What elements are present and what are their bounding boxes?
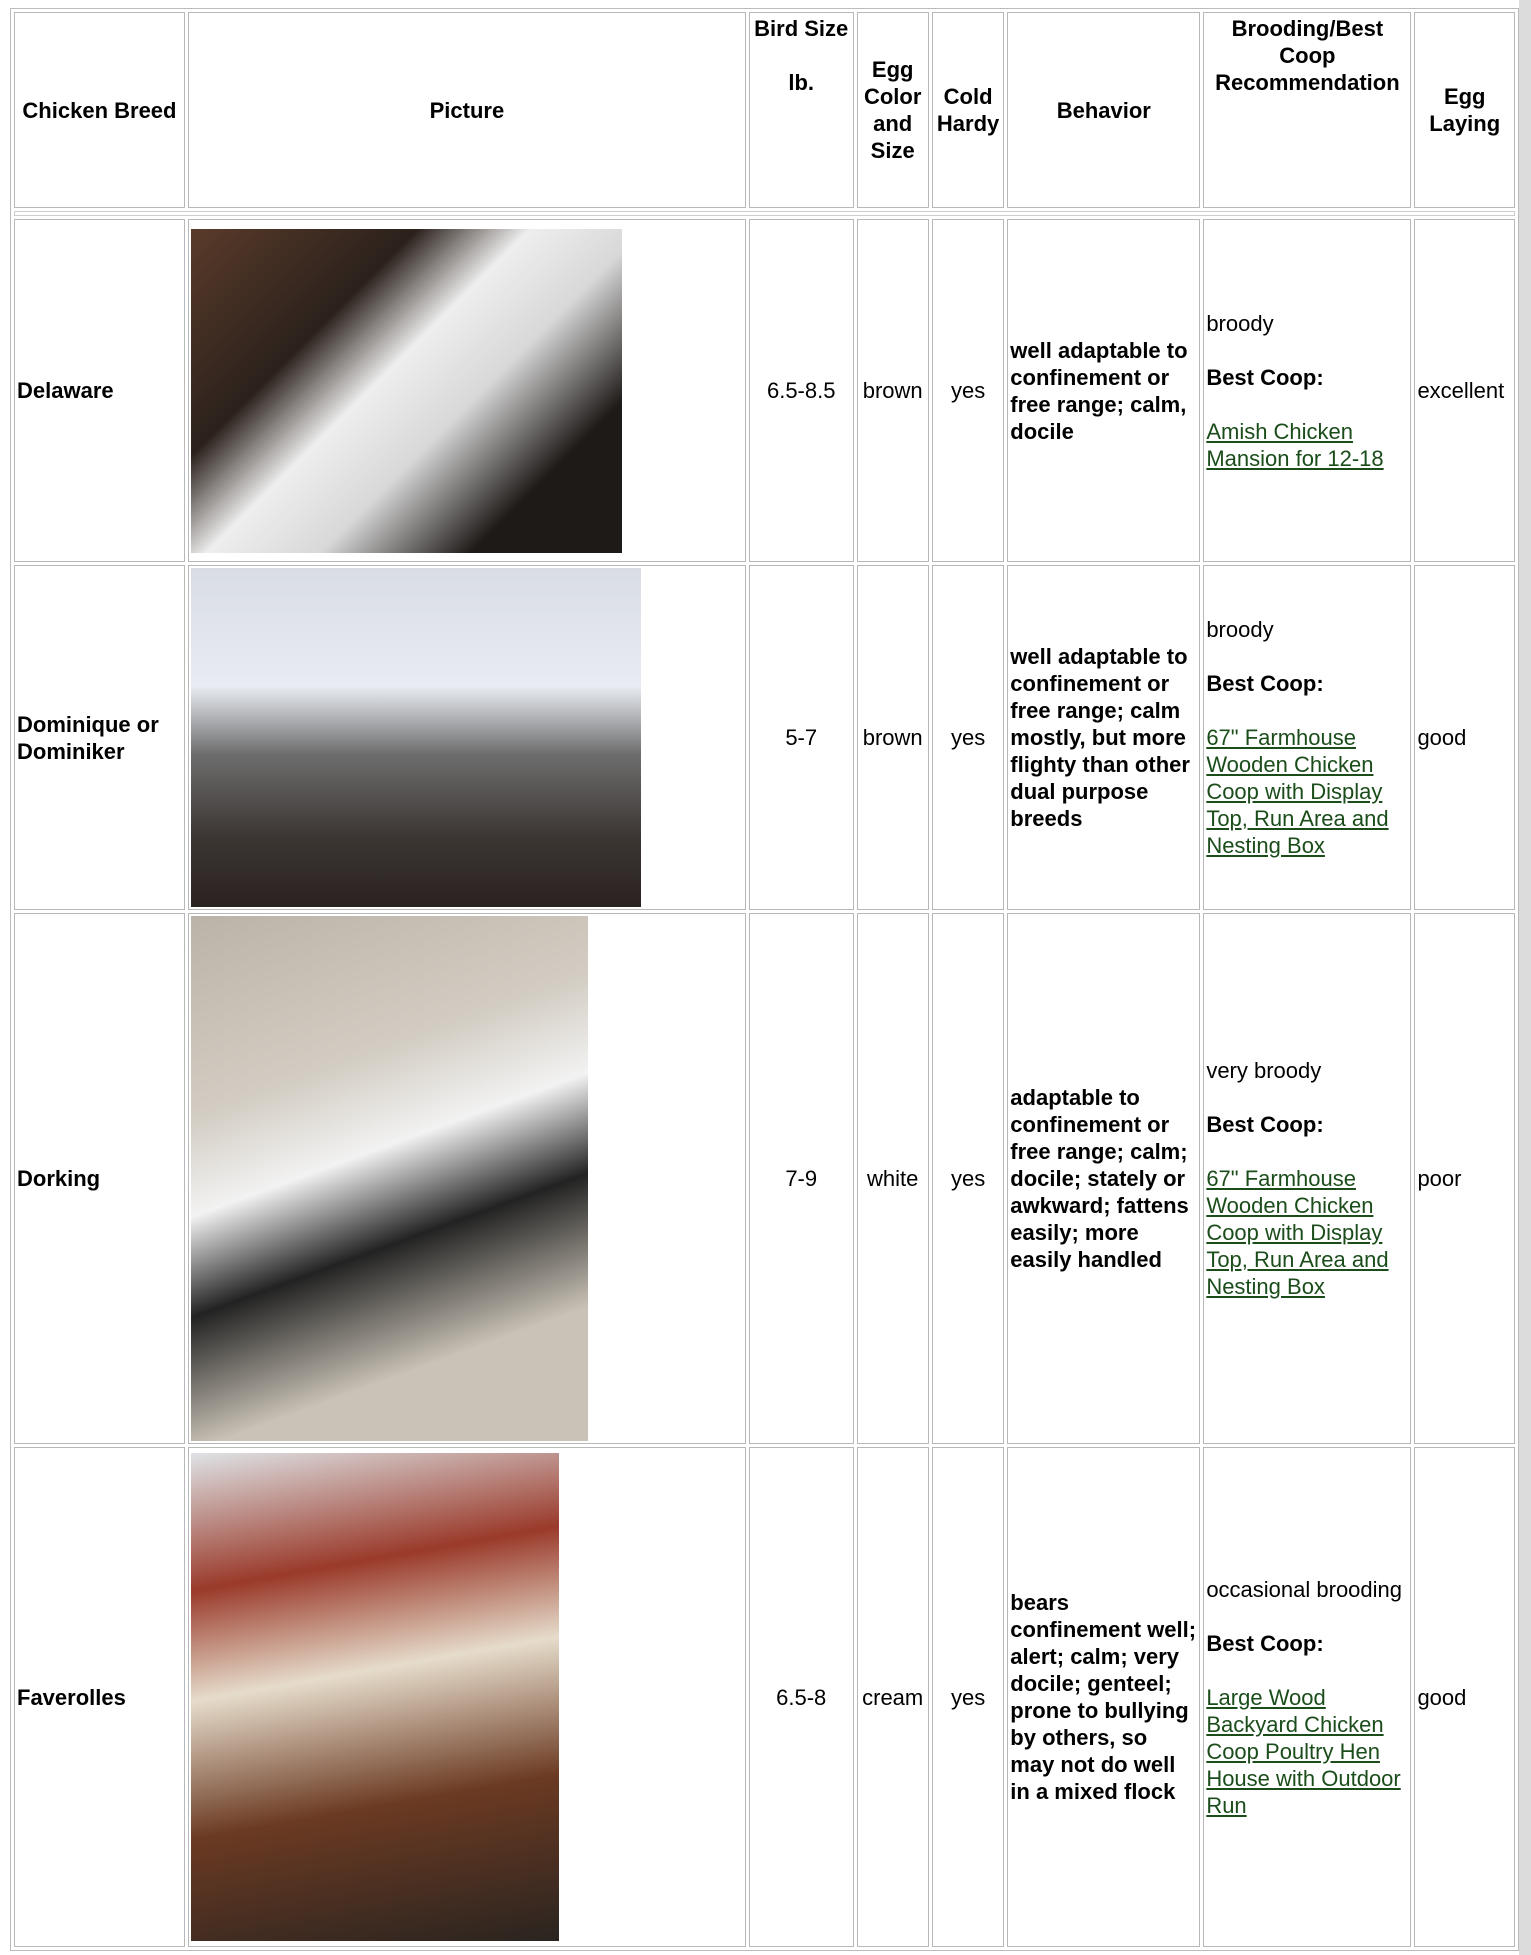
coop-link[interactable]: Large Wood Backyard Chicken Coop Poultry… [1206,1684,1401,1818]
breed-row: Faverolles 6.5-8 cream yes bears confinement… [14,1447,1515,1947]
brooding: very broody [1206,1058,1322,1083]
egg-laying: good [1414,565,1515,910]
egg-laying: poor [1414,913,1515,1444]
brooding-cell: occasional brooding Best Coop: Large Wood … [1203,1447,1412,1947]
header-cell: Egg Color and Size [856,12,929,208]
breed-name: Delaware [14,219,185,562]
brooding: occasional brooding [1206,1576,1403,1602]
brooding: broody [1206,310,1274,336]
bird-size: 6.5-8.5 [748,219,854,562]
header-cell: Bird Size lb. [748,12,854,208]
coop-link[interactable]: 67" Farmhouse Wooden Chicken Coop with D… [1206,1166,1389,1299]
coop-link-wrap: Amish Chicken Mansion for 12-18 [1206,418,1408,472]
egg-laying: excellent [1414,219,1515,562]
egg-color: white [856,913,929,1444]
bird-size: 5-7 [748,565,854,910]
photo [190,568,641,907]
picture-cell [187,1447,746,1947]
egg-color: brown [856,219,929,562]
header-row: Chicken Breed Picture Bird Size lb. Egg C… [14,12,1515,208]
best-coop-label: Best Coop: [1206,1112,1324,1137]
coop-link[interactable]: Amish Chicken Mansion for 12-18 [1206,418,1384,471]
header-cell: Brooding/Best Coop Recommendation [1203,12,1412,208]
header-cell: Behavior [1007,12,1201,208]
photo [190,228,622,553]
coop-link-wrap: Large Wood Backyard Chicken Coop Poultry… [1206,1684,1408,1819]
header-text: lb. [788,70,815,95]
coop-link-wrap: 67" Farmhouse Wooden Chicken Coop with D… [1206,724,1408,859]
header-cell: Egg Laying [1414,12,1515,208]
cold-hardy: yes [931,219,1005,562]
spacer-row [14,211,1515,216]
cold-hardy: yes [931,913,1005,1444]
picture-cell [187,565,746,910]
picture-cell [187,219,746,562]
best-coop-label: Best Coop: [1206,671,1324,696]
egg-color: cream [856,1447,929,1947]
coop-link[interactable]: 67" Farmhouse Wooden Chicken Coop with D… [1206,725,1389,858]
bird-size: 7-9 [748,913,854,1444]
cold-hardy: yes [931,1447,1005,1947]
behavior: bears confinement well; alert; calm; ver… [1007,1447,1201,1947]
photo [190,1453,559,1941]
spacer [14,211,1515,216]
breed-name: Faverolles [14,1447,185,1947]
breed-name: Dominique or Dominiker [14,565,185,910]
scrollbar [1519,0,1531,1955]
best-coop-label: Best Coop: [1206,364,1324,390]
behavior: adaptable to confinement or free range; … [1007,913,1201,1444]
egg-color: brown [856,565,929,910]
breed-row: Dorking 7-9 white yes adaptable to confineme… [14,913,1515,1444]
breed-row: Dominique or Dominiker 5-7 brown yes well ad… [14,565,1515,910]
breed-row: Delaware 6.5-8.5 brown yes well adaptable to… [14,219,1515,562]
brooding-cell: broody Best Coop: 67" Farmhouse Wooden Chi… [1203,565,1412,910]
header-cell: Picture [187,12,746,208]
coop-link-wrap: 67" Farmhouse Wooden Chicken Coop with D… [1206,1165,1408,1300]
best-coop-label: Best Coop: [1206,1630,1324,1656]
behavior: well adaptable to confinement or free ra… [1007,565,1201,910]
cold-hardy: yes [931,565,1005,910]
behavior: well adaptable to confinement or free ra… [1007,219,1201,562]
brooding-cell: broody Best Coop: Amish Chicken Mansion fo… [1203,219,1412,562]
brooding-cell: very broody Best Coop: 67" Farmhouse Woode… [1203,913,1412,1444]
brooding: broody [1206,617,1274,642]
breed-table: Chicken Breed Picture Bird Size lb. Egg C… [10,8,1519,1951]
header-cell: Chicken Breed [14,12,185,208]
bird-size: 6.5-8 [748,1447,854,1947]
egg-laying: good [1414,1447,1515,1947]
photo [190,916,588,1441]
breed-name: Dorking [14,913,185,1444]
header-text: Bird Size [754,16,849,41]
header-cell: Cold Hardy [931,12,1005,208]
picture-cell [187,913,746,1444]
